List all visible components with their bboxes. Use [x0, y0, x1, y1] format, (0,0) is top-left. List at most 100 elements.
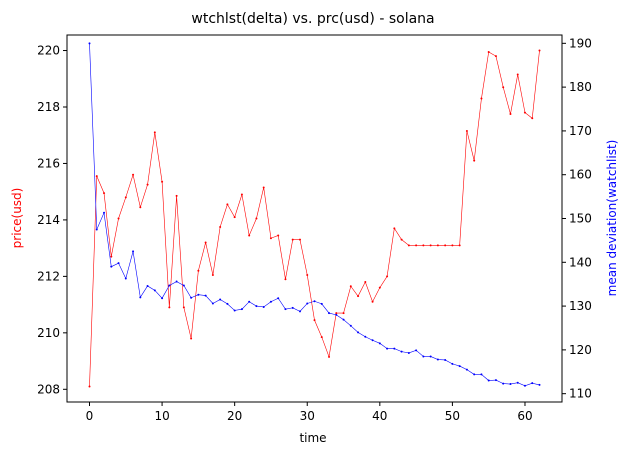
watchlist-point [161, 297, 164, 300]
watchlist-point [197, 293, 200, 296]
price-point [153, 131, 156, 134]
watchlist-point [168, 284, 171, 287]
price-point [320, 336, 323, 339]
price-point [161, 180, 164, 183]
price-point [204, 241, 207, 244]
price-point [473, 159, 476, 162]
watchlist-point [306, 302, 309, 305]
watchlist-point [473, 373, 476, 376]
price-point [357, 295, 360, 298]
watchlist-point [248, 300, 251, 303]
price-point [436, 244, 439, 247]
watchlist-point [487, 379, 490, 382]
price-point [139, 206, 142, 209]
watchlist-point [436, 358, 439, 361]
watchlist-point [357, 331, 360, 334]
price-point [444, 244, 447, 247]
watchlist-point [458, 365, 461, 368]
price-point [458, 244, 461, 247]
watchlist-point [240, 308, 243, 311]
watchlist-point [509, 383, 512, 386]
chart-title: wtchlst(delta) vs. prc(usd) - solana [191, 11, 434, 27]
watchlist-point [103, 211, 106, 214]
price-point [335, 312, 338, 315]
price-point [197, 269, 200, 272]
price-point [451, 244, 454, 247]
watchlist-point [415, 349, 418, 352]
price-point [269, 237, 272, 240]
watchlist-point [211, 302, 214, 305]
watchlist-point [146, 284, 149, 287]
watchlist-point [117, 262, 120, 265]
right-y-tick-label: 130 [569, 299, 592, 313]
price-point [132, 173, 135, 176]
price-point [407, 244, 410, 247]
right-y-axis: 110 120 130 140 150 160 170 180 190 [562, 36, 592, 401]
x-tick-label: 20 [227, 409, 242, 423]
x-axis: 0 10 20 30 40 50 60 [86, 402, 533, 423]
left-y-tick-label: 220 [37, 44, 60, 58]
price-point [306, 273, 309, 276]
price-point [219, 225, 222, 228]
watchlist-point [262, 305, 265, 308]
watchlist-point [204, 294, 207, 297]
price-point [480, 97, 483, 100]
price-point [262, 186, 265, 189]
watchlist-point [277, 297, 280, 300]
price-point [124, 196, 127, 199]
price-point [291, 238, 294, 241]
price-point [523, 111, 526, 114]
watchlist-point [233, 309, 236, 312]
price-point [211, 273, 214, 276]
price-point [415, 244, 418, 247]
watchlist-point [422, 355, 425, 358]
watchlist-point [429, 355, 432, 358]
price-point [240, 193, 243, 196]
price-point [502, 86, 505, 89]
right-y-tick-label: 160 [569, 168, 592, 182]
price-point [378, 286, 381, 289]
price-point [487, 50, 490, 53]
price-point [284, 278, 287, 281]
x-tick-label: 50 [445, 409, 460, 423]
watchlist-point [226, 302, 229, 305]
watchlist-point [284, 308, 287, 311]
watchlist-point [298, 310, 301, 313]
price-point [168, 306, 171, 309]
price-point [277, 234, 280, 237]
watchlist-point [132, 250, 135, 253]
price-point [117, 217, 120, 220]
price-point [298, 238, 301, 241]
x-axis-label: time [299, 431, 326, 445]
price-point [146, 183, 149, 186]
price-point [110, 255, 113, 258]
watchlist-point [88, 42, 91, 45]
watchlist-point [393, 347, 396, 350]
price-point [393, 227, 396, 230]
price-point [386, 275, 389, 278]
price-point [509, 113, 512, 116]
price-point [371, 300, 374, 303]
price-point [494, 55, 497, 58]
price-point [103, 192, 106, 195]
price-point [255, 217, 258, 220]
watchlist-point [95, 228, 98, 231]
watchlist-point [110, 265, 113, 268]
watchlist-point [175, 280, 178, 283]
watchlist-point [219, 298, 222, 301]
price-point [313, 319, 316, 322]
price-point [531, 117, 534, 120]
watchlist-point [153, 289, 156, 292]
right-y-axis-label: mean deviation(watchlist) [605, 140, 619, 297]
watchlist-point [364, 335, 367, 338]
watchlist-point [269, 300, 272, 303]
watchlist-point [342, 318, 345, 321]
price-point [190, 337, 193, 340]
price-point [226, 203, 229, 206]
watchlist-point [386, 347, 389, 350]
right-y-tick-label: 150 [569, 212, 592, 226]
watchlist-point [516, 381, 519, 384]
watchlist-point [335, 313, 338, 316]
watchlist-point [378, 342, 381, 345]
plot-area [88, 42, 541, 388]
